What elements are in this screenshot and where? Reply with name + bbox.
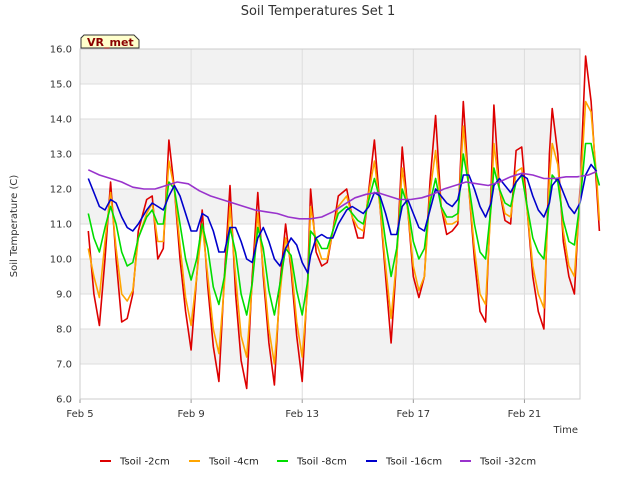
y-tick-label: 7.0 (56, 360, 72, 371)
legend-entry: Tsoil -32cm (479, 457, 536, 468)
y-tick-label: 9.0 (56, 290, 72, 301)
x-tick-label: Feb 17 (397, 409, 431, 420)
x-tick-label: Feb 21 (508, 409, 542, 420)
plot-band (80, 329, 580, 364)
plot-band (80, 259, 580, 294)
y-axis: 6.0 7.0 8.0 9.0 10.0 11.0 12.0 13.0 14.0 15.0 16.0 (50, 45, 72, 406)
y-axis-title: Soil Temperature (C) (9, 175, 20, 278)
legend-entry: Tsoil -8cm (296, 457, 347, 468)
plot-band (80, 49, 580, 84)
series-line-tsoil-32cm (87, 169, 598, 220)
x-axis-title: Time (553, 425, 578, 436)
y-tick-label: 14.0 (50, 115, 72, 126)
y-tick-label: 8.0 (56, 325, 72, 336)
x-tick-label: Feb 9 (177, 409, 204, 420)
x-tick-label: Feb 5 (66, 409, 93, 420)
y-tick-label: 12.0 (50, 185, 72, 196)
y-tick-label: 10.0 (50, 255, 72, 266)
station-badge: VR_met (80, 34, 140, 49)
x-axis: Feb 5 Feb 9 Feb 13 Feb 17 Feb 21 (66, 399, 541, 420)
legend-entry: Tsoil -2cm (119, 457, 170, 468)
series-line-tsoil-16cm (87, 163, 598, 274)
series-line-tsoil-4cm (87, 100, 601, 365)
y-tick-label: 15.0 (50, 80, 72, 91)
y-tick-label: 6.0 (56, 395, 72, 406)
plot-bands (80, 49, 580, 364)
y-tick-label: 11.0 (50, 220, 72, 231)
legend-entry: Tsoil -4cm (208, 457, 259, 468)
legend-entry: Tsoil -16cm (385, 457, 442, 468)
x-tick-label: Feb 13 (285, 409, 319, 420)
chart-title: Soil Temperatures Set 1 (241, 4, 396, 19)
legend: Tsoil -2cm Tsoil -4cm Tsoil -8cm Tsoil -16c… (100, 457, 536, 468)
series-lines (87, 55, 601, 390)
plot-border (79, 48, 581, 400)
y-tick-label: 13.0 (50, 150, 72, 161)
station-label: VR_met (87, 36, 134, 49)
plot-band (80, 119, 580, 154)
y-tick-label: 16.0 (50, 45, 72, 56)
